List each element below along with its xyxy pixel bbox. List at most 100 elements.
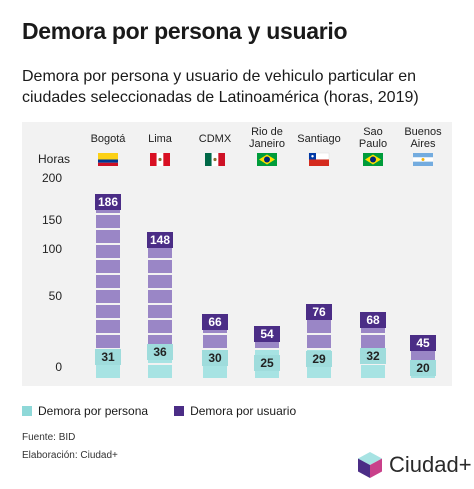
mexico-flag-icon bbox=[218, 153, 225, 166]
bar-segment bbox=[96, 335, 120, 348]
usuario-value-label: 54 bbox=[260, 327, 274, 341]
usuario-label-box bbox=[306, 304, 332, 320]
bar-segment bbox=[96, 305, 120, 318]
x-tick-label: CDMX bbox=[199, 133, 232, 145]
colombia-flag-icon bbox=[98, 153, 118, 160]
bar-segment bbox=[203, 335, 227, 348]
mexico-flag-icon bbox=[205, 153, 212, 166]
bar-segment bbox=[148, 365, 172, 378]
y-tick-label: 200 bbox=[42, 171, 62, 185]
bar-segment bbox=[148, 305, 172, 318]
bar-segment bbox=[96, 365, 120, 378]
bar-segment bbox=[96, 215, 120, 228]
bar-segment bbox=[96, 245, 120, 258]
persona-label-box bbox=[410, 360, 436, 376]
usuario-label-box bbox=[254, 326, 280, 342]
y-tick-label: 100 bbox=[42, 242, 62, 256]
x-tick-label: Rio de bbox=[251, 126, 283, 138]
brazil-flag-icon bbox=[370, 156, 376, 163]
bar-segment bbox=[96, 275, 120, 288]
bar-segment bbox=[307, 365, 331, 378]
x-tick-label: Lima bbox=[148, 133, 173, 145]
legend-swatch-usuario bbox=[174, 406, 185, 416]
persona-label-box bbox=[147, 344, 173, 360]
bar-segment bbox=[96, 230, 120, 243]
chart-panel: Horas 200 150 100 50 0 Bogotá 186 31 Lima 148 36 CDM… bbox=[22, 122, 452, 386]
y-tick-label: 0 bbox=[55, 360, 62, 374]
peru-flag-icon bbox=[158, 157, 162, 162]
bar-segment bbox=[307, 320, 331, 333]
persona-value-label: 30 bbox=[208, 351, 222, 365]
x-tick-label: Santiago bbox=[297, 133, 340, 145]
legend-label-usuario: Demora por usuario bbox=[190, 404, 297, 418]
usuario-label-box bbox=[202, 314, 228, 330]
persona-label-box bbox=[306, 351, 332, 367]
usuario-value-label: 45 bbox=[416, 336, 430, 350]
peru-flag-icon bbox=[163, 153, 170, 166]
legend-label-persona: Demora por persona bbox=[38, 404, 149, 418]
usuario-value-label: 66 bbox=[208, 315, 222, 329]
bar-segment bbox=[96, 290, 120, 303]
bar-segment bbox=[148, 290, 172, 303]
page-title: Demora por persona y usuario bbox=[22, 18, 348, 44]
chart-title: Demora por persona y usuario de vehiculo… bbox=[22, 68, 419, 106]
brand: Ciudad+ bbox=[357, 451, 472, 479]
y-tick-label: 50 bbox=[49, 289, 63, 303]
legend-swatch-persona bbox=[22, 406, 32, 416]
persona-value-label: 25 bbox=[260, 356, 274, 370]
persona-value-label: 20 bbox=[416, 361, 430, 375]
usuario-value-label: 76 bbox=[312, 305, 326, 319]
persona-label-box bbox=[202, 350, 228, 366]
bar-segment bbox=[148, 320, 172, 333]
y-tick-label: 150 bbox=[42, 213, 62, 227]
credit-note: Elaboración: Ciudad+ bbox=[22, 450, 118, 461]
persona-value-label: 29 bbox=[312, 352, 326, 366]
usuario-value-label: 68 bbox=[366, 313, 380, 327]
chile-flag-icon bbox=[311, 155, 314, 158]
bar-segment bbox=[148, 260, 172, 273]
usuario-label-box bbox=[410, 335, 436, 351]
bar-segment bbox=[148, 245, 172, 258]
x-tick-label: Bogotá bbox=[91, 133, 127, 145]
persona-value-label: 32 bbox=[366, 349, 380, 363]
chile-flag-icon bbox=[309, 159, 329, 166]
legend-item-usuario: Demora por usuario bbox=[174, 404, 296, 418]
usuario-label-box bbox=[360, 312, 386, 328]
bar-chart: Horas 200 150 100 50 0 Bogotá 186 31 Lima 148 36 CDM… bbox=[38, 126, 442, 378]
persona-value-label: 31 bbox=[101, 350, 115, 364]
x-tick-label: Janeiro bbox=[249, 138, 285, 150]
bar-segment bbox=[361, 365, 385, 378]
brand-name: Ciudad+ bbox=[389, 452, 472, 477]
usuario-label-box bbox=[147, 232, 173, 248]
bar-segment bbox=[307, 335, 331, 348]
x-tick-label: Aires bbox=[410, 138, 436, 150]
persona-label-box bbox=[254, 355, 280, 371]
persona-value-label: 36 bbox=[153, 345, 167, 359]
bar-segment bbox=[361, 335, 385, 348]
bar-segment bbox=[411, 350, 435, 363]
persona-label-box bbox=[95, 349, 121, 365]
mexico-flag-icon bbox=[213, 157, 217, 162]
bar-segment bbox=[96, 260, 120, 273]
peru-flag-icon bbox=[150, 153, 157, 166]
legend-item-persona: Demora por persona bbox=[22, 404, 148, 418]
persona-label-box bbox=[360, 348, 386, 364]
argentina-flag-icon bbox=[413, 161, 433, 166]
colombia-flag-icon bbox=[98, 162, 118, 166]
argentina-flag-icon bbox=[421, 158, 425, 161]
argentina-flag-icon bbox=[413, 153, 433, 158]
legend: Demora por persona Demora por usuario bbox=[22, 404, 296, 418]
usuario-value-label: 148 bbox=[150, 233, 170, 247]
bar-segment bbox=[148, 275, 172, 288]
colombia-flag-icon bbox=[98, 159, 118, 163]
ciudad-logo-icon bbox=[358, 452, 382, 478]
y-axis-label: Horas bbox=[38, 152, 70, 166]
usuario-value-label: 186 bbox=[98, 195, 118, 209]
bar-segment bbox=[96, 320, 120, 333]
x-tick-label: Sao bbox=[363, 126, 383, 138]
usuario-label-box bbox=[95, 194, 121, 210]
source-note: Fuente: BID bbox=[22, 432, 76, 443]
bar-segment bbox=[203, 365, 227, 378]
brazil-flag-icon bbox=[264, 156, 270, 163]
x-tick-label: Buenos bbox=[404, 126, 442, 138]
